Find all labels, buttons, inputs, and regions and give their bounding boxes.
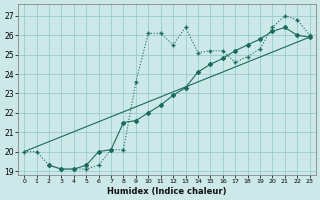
- X-axis label: Humidex (Indice chaleur): Humidex (Indice chaleur): [107, 187, 227, 196]
